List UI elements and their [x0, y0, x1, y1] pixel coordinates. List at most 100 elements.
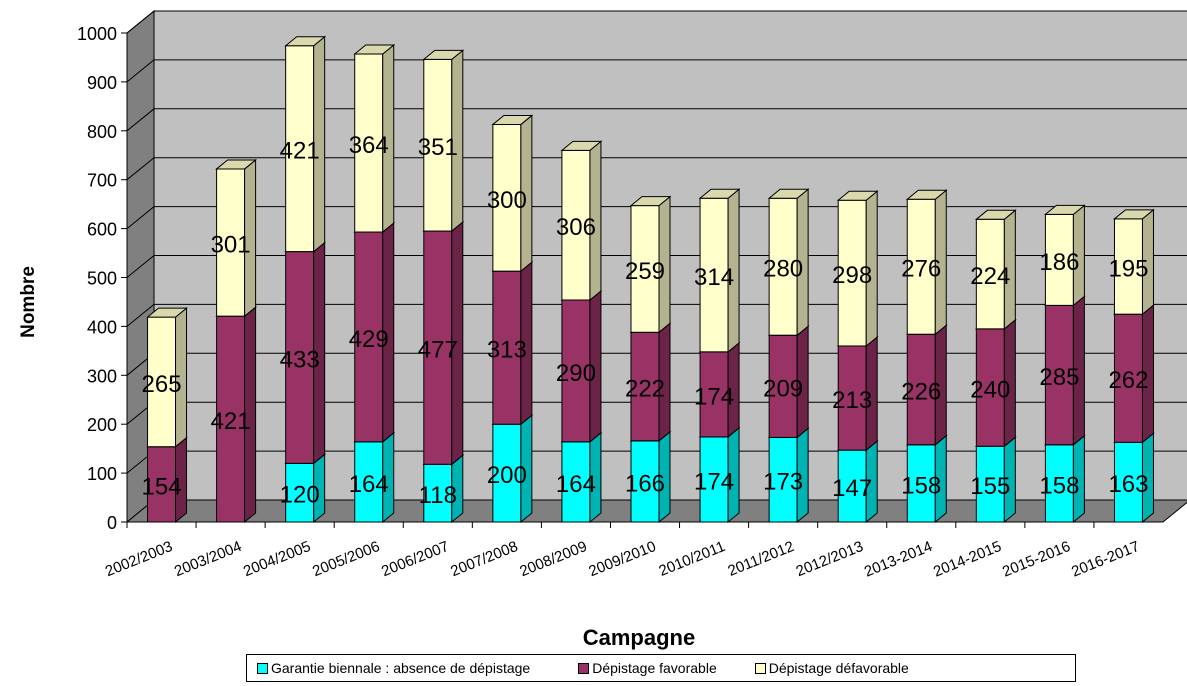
- data-label: 280: [763, 256, 803, 283]
- gridline: [126, 157, 1187, 181]
- bar-top: [353, 44, 396, 55]
- bar-segment: [560, 289, 603, 443]
- data-label: 265: [142, 371, 182, 398]
- legend-item-favorable: Dépistage favorable: [578, 660, 717, 676]
- data-label: 164: [556, 471, 596, 498]
- bar-top: [284, 36, 327, 47]
- bar-segment: [698, 188, 741, 353]
- bar-segment: [491, 414, 534, 524]
- legend-item-garantie: Garantie biennale : absence de dépistage: [257, 660, 530, 676]
- data-label: 351: [418, 134, 458, 161]
- data-label: 262: [1108, 367, 1148, 394]
- x-tick-label: 2006/2007: [379, 538, 451, 580]
- data-label: 259: [625, 258, 665, 285]
- bar-top: [560, 140, 603, 151]
- gridline: [126, 108, 1187, 132]
- bar-segment: [974, 318, 1017, 448]
- bar-top: [836, 190, 879, 201]
- data-label: 301: [211, 232, 251, 259]
- y-tick-label: 700: [87, 171, 117, 191]
- bars: [146, 35, 1155, 524]
- data-label: 118: [419, 482, 457, 509]
- bar-front: [561, 299, 591, 443]
- data-label: 155: [970, 473, 1010, 500]
- bar-front: [423, 58, 453, 232]
- data-label: 421: [280, 138, 320, 165]
- data-label: 120: [280, 482, 320, 509]
- data-label: 163: [1108, 471, 1148, 498]
- x-tick-label: 2015-2016: [1000, 538, 1073, 581]
- data-label: 209: [763, 375, 803, 402]
- data-label: 298: [832, 262, 872, 289]
- bar-top: [905, 189, 948, 200]
- legend-item-defavorable: Dépistage défavorable: [754, 660, 909, 676]
- data-label: 276: [901, 256, 941, 283]
- legend-label: Garantie biennale : absence de dépistage: [271, 660, 531, 676]
- x-tick-label: 2007/2008: [448, 538, 520, 580]
- data-label: 173: [763, 469, 803, 496]
- data-label: 306: [556, 214, 596, 241]
- x-tick-label: 2010/2011: [656, 538, 727, 580]
- x-tick-label: 2005/2006: [310, 538, 382, 580]
- bar-front: [837, 199, 867, 347]
- bar-front: [906, 198, 936, 335]
- x-tick-label: 2003/2004: [172, 538, 244, 580]
- bar-top: [422, 49, 465, 60]
- bar-segment: [422, 49, 465, 233]
- bar-front: [216, 168, 246, 317]
- bar-front: [768, 436, 798, 523]
- legend-swatch: [257, 662, 268, 674]
- legend-swatch: [578, 662, 590, 674]
- bar-segment: [560, 140, 603, 302]
- bar-front: [423, 463, 453, 523]
- data-label: 285: [1039, 364, 1079, 391]
- bar-front: [630, 205, 660, 333]
- bar-segment: [284, 35, 327, 253]
- legend: Garantie biennale : absence de dépistage…: [246, 654, 1076, 682]
- x-tick-label: 2014-2015: [931, 538, 1004, 581]
- x-tick-label: 2008/2009: [517, 538, 589, 580]
- x-tick-label: 2012/2013: [794, 538, 866, 580]
- data-label: 429: [349, 326, 389, 353]
- gridline: [126, 59, 1187, 83]
- bar-segment: [215, 158, 258, 318]
- y-tick-label: 900: [87, 73, 117, 93]
- bar-front: [423, 230, 453, 465]
- data-label: 433: [280, 346, 320, 373]
- bar-front: [975, 328, 1005, 447]
- bar-top: [629, 196, 672, 207]
- data-label: 290: [556, 360, 596, 387]
- bar-front: [699, 351, 729, 438]
- y-tick-label: 0: [107, 513, 117, 533]
- x-tick-label: 2011/2012: [726, 538, 797, 580]
- bar-segment: [146, 307, 188, 448]
- bar-top: [146, 307, 188, 318]
- bar-segment: [1113, 304, 1155, 444]
- bar-front: [285, 251, 315, 464]
- bar-front: [975, 218, 1005, 330]
- bar-front: [354, 53, 384, 233]
- data-label: 186: [1039, 249, 1079, 276]
- legend-swatch: [754, 662, 766, 674]
- data-label: 154: [142, 473, 182, 500]
- bar-segment: [560, 431, 603, 524]
- bar-front: [906, 444, 936, 523]
- legend-label: Dépistage favorable: [592, 660, 717, 676]
- x-tick-label: 2009/2010: [586, 538, 658, 580]
- data-label: 226: [901, 378, 941, 405]
- bar-top: [491, 114, 534, 125]
- bar-front: [1044, 213, 1074, 306]
- x-tick-label: 2004/2005: [241, 538, 313, 580]
- bar-segment: [974, 209, 1017, 330]
- x-tick-label: 2013-2014: [862, 538, 935, 581]
- bar-segment: [836, 190, 879, 348]
- data-label: 477: [418, 337, 458, 364]
- bar-front: [837, 345, 867, 451]
- data-label: 213: [832, 387, 872, 414]
- bar-top: [215, 159, 258, 170]
- data-label: 300: [487, 187, 527, 214]
- y-tick-label: 100: [87, 464, 117, 484]
- data-label: 158: [1039, 472, 1079, 499]
- bar-top: [1113, 209, 1155, 220]
